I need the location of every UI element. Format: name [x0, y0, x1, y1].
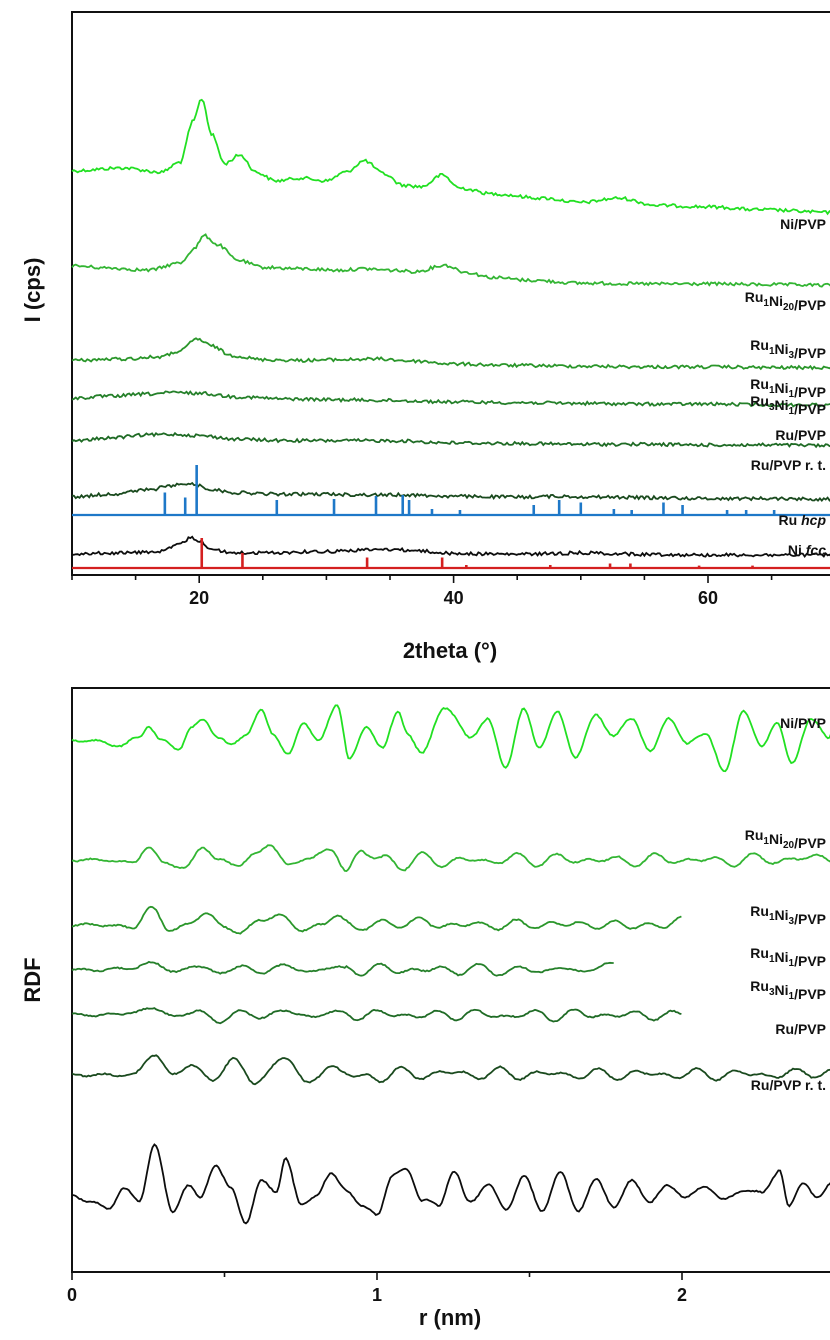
xrd-tick-label-60: 60	[698, 588, 718, 608]
rdf-label-ru1ni3-pvp: Ru1Ni3/PVP	[750, 903, 826, 927]
rdf-panel: Ni/PVP Ru1Ni20/PVP Ru1Ni3/PVP Ru1Ni1/PVP Ru3…	[20, 687, 830, 1330]
rdf-tick-label-1: 1	[372, 1285, 382, 1305]
xrd-label-ru3ni1-pvp: Ru3Ni1/PVP	[750, 393, 826, 417]
xrd-label-ru-pvp-r-t: Ru/PVP r. t.	[751, 457, 826, 473]
xrd-label-ru1ni1-pvp: Ru1Ni1/PVP	[750, 376, 826, 400]
rdf-line-ru1ni20-pvp	[71, 844, 830, 873]
xrd-tick-label-40: 40	[444, 588, 464, 608]
xrd-line-ru-pvp-r-t	[71, 535, 830, 559]
xrd-label-ru-pvp: Ru/PVP	[775, 427, 826, 443]
xrd-series-group: Ni/PVP Ru1Ni20/PVP Ru1Ni3/PVP Ru1Ni1/PVPRu3…	[71, 98, 830, 559]
xrd-panel: Ni/PVP Ru1Ni20/PVP Ru1Ni3/PVP Ru1Ni1/PVPRu3…	[20, 11, 830, 663]
xrd-x-axis: 20 40 60	[71, 575, 773, 608]
rdf-x-axis-label: r (nm)	[419, 1305, 481, 1330]
rdf-tick-label-0: 0	[67, 1285, 77, 1305]
rdf-line-ru3ni1-pvp	[71, 1007, 682, 1025]
xrd-y-axis-label: I (cps)	[20, 258, 45, 323]
rdf-label-ru3ni1-pvp: Ru3Ni1/PVP	[750, 978, 826, 1002]
xrd-x-axis-label: 2theta (°)	[403, 638, 497, 663]
xrd-line-ru1ni1-pvp	[71, 390, 830, 408]
xrd-label-ni-pvp: Ni/PVP	[780, 216, 826, 232]
xrd-label-ru1ni20-pvp: Ru1Ni20/PVP	[745, 289, 826, 313]
xrd-label-ru1ni3-pvp: Ru1Ni3/PVP	[750, 337, 826, 361]
rdf-y-axis-label: RDF	[20, 957, 45, 1002]
rdf-plot-frame	[71, 687, 830, 1273]
rdf-line-ru-pvp	[71, 1054, 830, 1086]
xrd-line-ru1ni20-pvp	[71, 233, 830, 288]
xrd-reference-group: Ru hcp Ni fcc	[72, 465, 830, 570]
xrd-line-ru1ni3-pvp	[71, 337, 830, 371]
rdf-line-ru1ni1-pvp	[71, 960, 614, 977]
rdf-label-ru1ni20-pvp: Ru1Ni20/PVP	[745, 827, 826, 851]
rdf-label-ru-pvp: Ru/PVP	[775, 1021, 826, 1037]
xrd-line-ru-pvp	[71, 481, 830, 502]
rdf-label-ru1ni1-pvp: Ru1Ni1/PVP	[750, 945, 826, 969]
rdf-line-ni-pvp	[71, 704, 830, 773]
ref-label-ni-fcc: Ni fcc	[788, 542, 826, 558]
rdf-x-axis: 0 1 2	[67, 1272, 687, 1305]
xrd-tick-label-20: 20	[189, 588, 209, 608]
xrd-plot-frame	[71, 11, 830, 576]
xrd-line-ni-pvp	[71, 98, 830, 216]
rdf-series-group: Ni/PVP Ru1Ni20/PVP Ru1Ni3/PVP Ru1Ni1/PVP Ru3…	[71, 704, 830, 1225]
rdf-label-ru-pvp-r-t: Ru/PVP r. t.	[751, 1077, 826, 1093]
xrd-line-ru3ni1-pvp	[71, 431, 830, 449]
ref-label-ru-hcp: Ru hcp	[779, 512, 827, 528]
rdf-tick-label-2: 2	[677, 1285, 687, 1305]
rdf-label-ni-pvp: Ni/PVP	[780, 715, 826, 731]
rdf-line-ru-pvp-r-t	[71, 1143, 830, 1225]
rdf-line-ru1ni3-pvp	[71, 905, 682, 935]
